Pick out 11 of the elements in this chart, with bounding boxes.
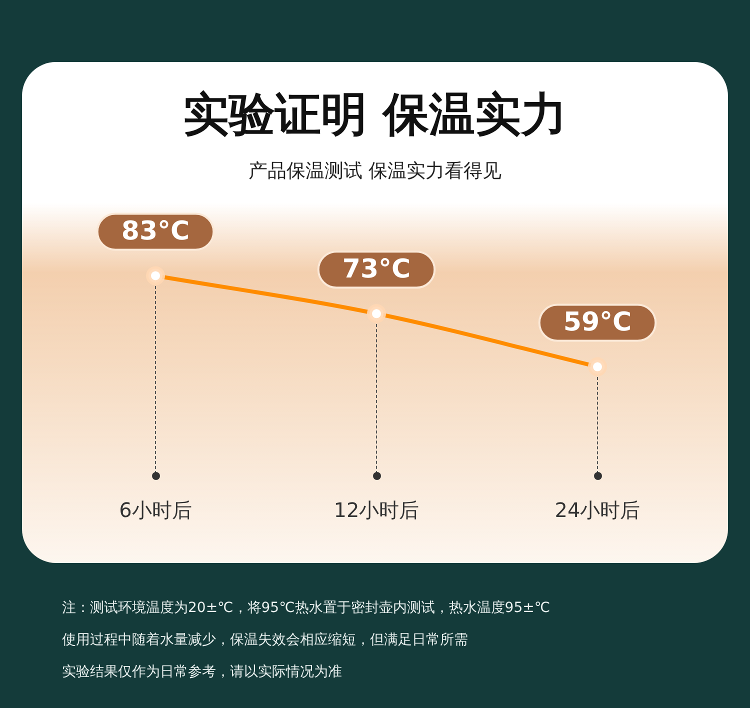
data-label: 73°C [342, 254, 411, 284]
chart-title: 实验证明 保温实力 [182, 86, 568, 143]
text: 注：测试环境温度为20±℃，将95℃热水置于密封壶内测试，热水温度95±℃ [62, 599, 550, 618]
data-label: 59°C [563, 308, 632, 338]
text: 使用过程中随着水量减少，保温失效会相应缩短，但满足日常所需 [62, 631, 469, 650]
x-tick-label: 12小时后 [334, 498, 420, 522]
x-tick-label: 24小时后 [554, 498, 640, 522]
text: 实验结果仅作为日常参考，请以实际情况为准 [62, 663, 343, 682]
chart-subtitle: 产品保温测试 保温实力看得见 [247, 159, 503, 184]
data-label: 83°C [121, 216, 190, 246]
x-tick-label: 6小时后 [119, 498, 192, 522]
